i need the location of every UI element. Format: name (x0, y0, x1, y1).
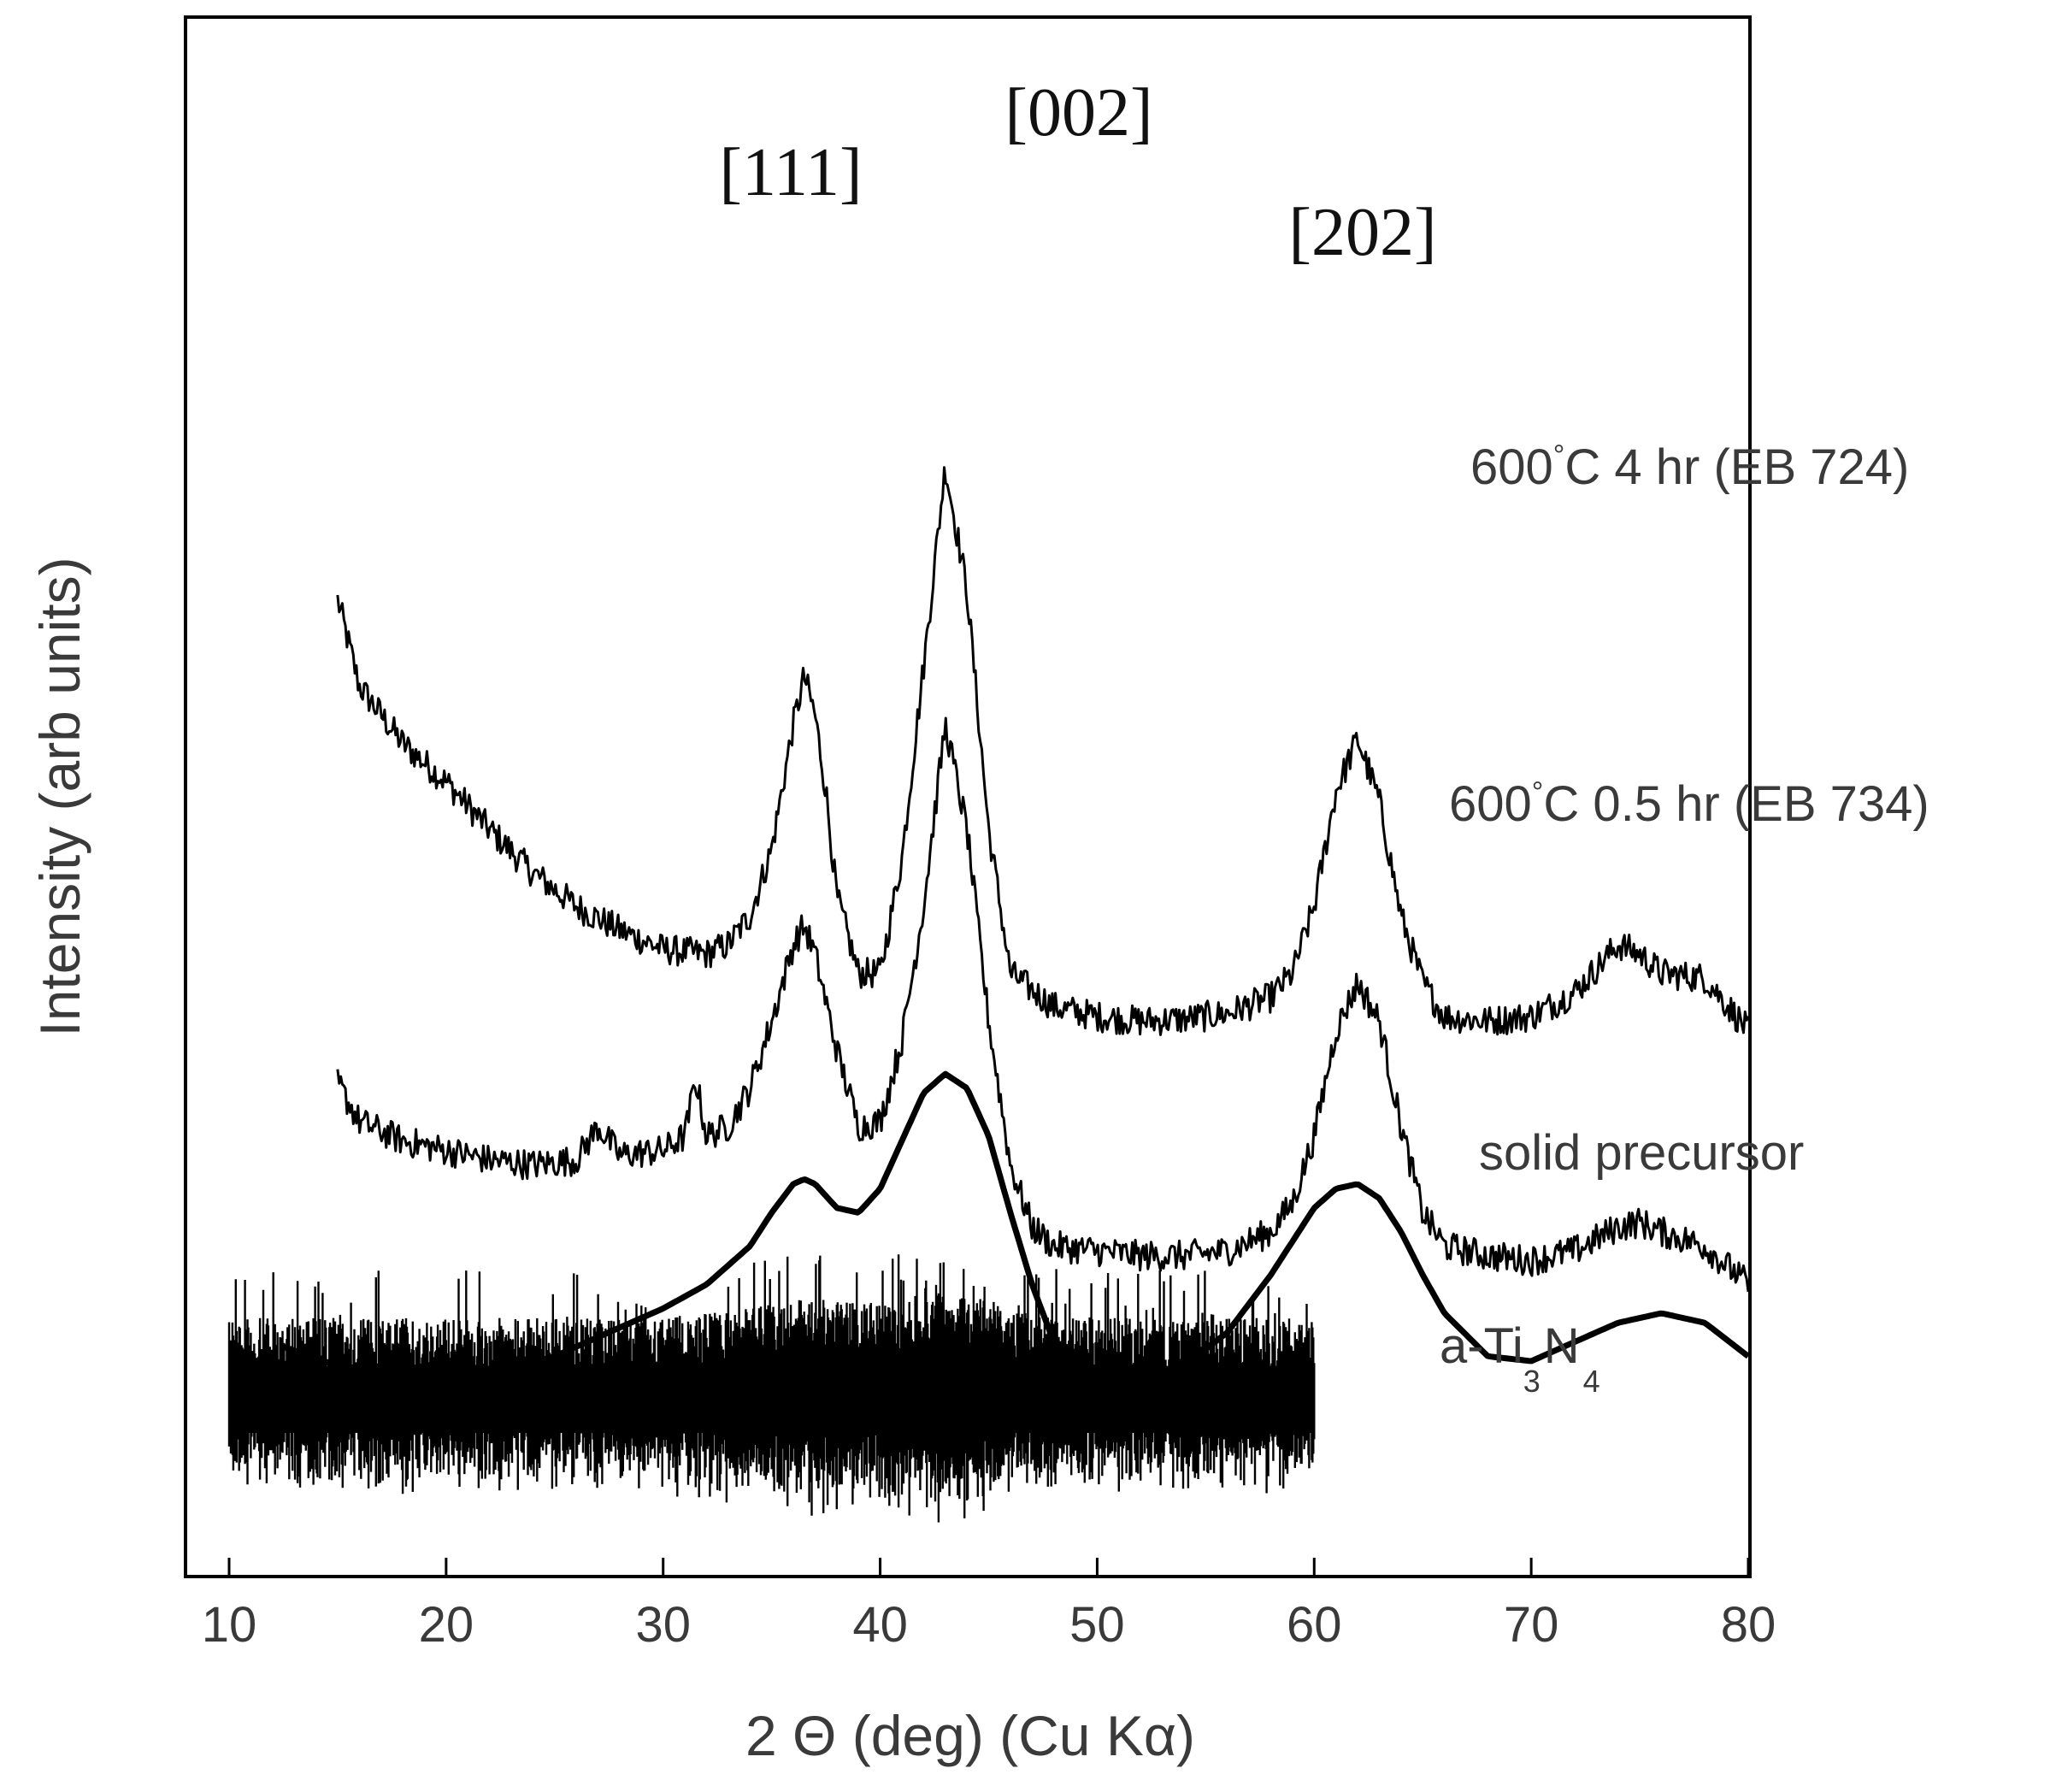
x-tick-label: 70 (1504, 1597, 1559, 1653)
x-axis-ticks: 10 20 30 40 50 60 70 80 (202, 1558, 1776, 1653)
series-label-part: 600 (1449, 776, 1532, 832)
series-label-part: solid precursor (1479, 1125, 1804, 1181)
x-tick-label: 20 (419, 1597, 474, 1653)
series-label: 600°C 0.5 hr (EB 734) (1449, 776, 1929, 832)
x-tick-label: 40 (852, 1597, 908, 1653)
x-tick-label: 50 (1069, 1597, 1125, 1653)
x-tick-label: 30 (635, 1597, 691, 1653)
series-label-part: 600 (1470, 439, 1553, 495)
x-tick-label: 80 (1721, 1597, 1776, 1653)
peak-annotations: [111] [002] [202] (719, 75, 1436, 270)
x-tick-label: 10 (202, 1597, 257, 1653)
series-label-part: C 0.5 hr (EB 734) (1543, 776, 1929, 832)
series-label-part: C 4 hr (EB 724) (1564, 439, 1909, 495)
series-label: solid precursor (1479, 1125, 1804, 1181)
series-label-part: ° (1553, 439, 1565, 472)
peak-label: [111] (719, 135, 862, 210)
series-line (336, 716, 1750, 1293)
series-label-part: 4 (1583, 1364, 1600, 1399)
series-label-part: 3 (1523, 1364, 1541, 1399)
series-label: a-Ti3N4 (1440, 1318, 1600, 1399)
series-line (336, 466, 1750, 1036)
plot-traces (227, 466, 1751, 1523)
x-axis-title: 2 Θ (deg) (Cu Kα) (745, 1704, 1195, 1767)
series-labels: 600°C 4 hr (EB 724)600°C 0.5 hr (EB 734)… (1440, 439, 1929, 1399)
series-label-part: ° (1532, 776, 1544, 809)
x-tick-label: 60 (1287, 1597, 1342, 1653)
series-core-band (229, 1365, 1315, 1433)
series-label: 600°C 4 hr (EB 724) (1470, 439, 1909, 495)
peak-label: [002] (1004, 75, 1152, 150)
series-label-part: a-Ti (1440, 1318, 1523, 1374)
y-axis-title: Intensity (arb units) (28, 557, 91, 1036)
series-label-part: N (1544, 1318, 1580, 1374)
plot-frame (184, 15, 1752, 1578)
peak-label: [202] (1288, 195, 1436, 270)
